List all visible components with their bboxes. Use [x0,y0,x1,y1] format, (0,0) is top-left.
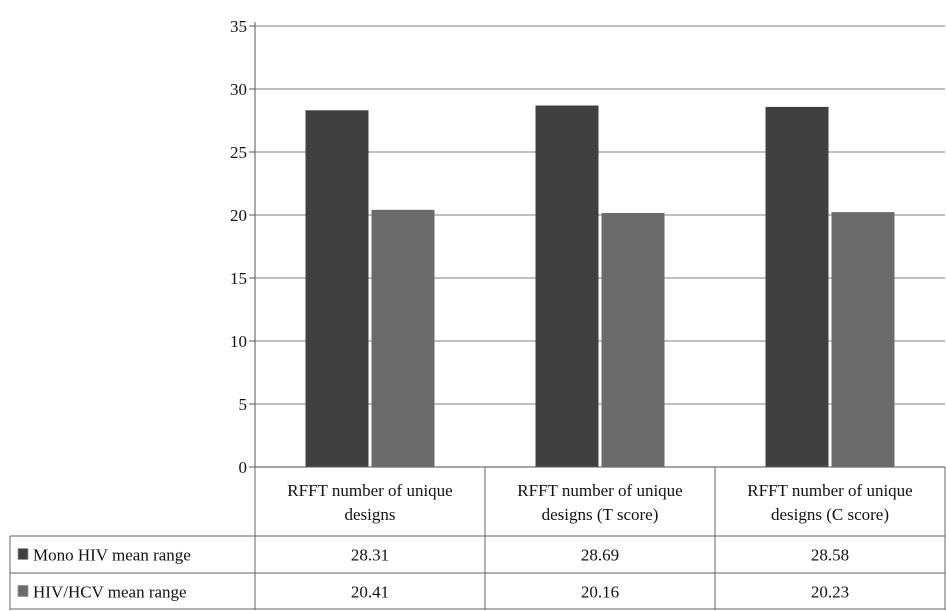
gridlines [255,25,945,468]
bar-mono-hiv-2 [535,105,599,468]
x-category-label: RFFT number of unique [287,481,452,500]
data-value-label: 28.69 [581,546,619,565]
legend-swatch-mono-hiv [17,548,29,560]
x-category-label: designs (T score) [542,505,659,524]
legend-swatch-hiv-hcv [17,585,29,597]
data-value-label: 28.58 [811,546,849,565]
bar-mono-hiv-3 [765,106,829,467]
bar-mono-hiv-1 [305,110,369,467]
x-category-label: designs (C score) [771,505,889,524]
series-name: Mono HIV mean range [33,546,191,565]
bars [305,105,895,468]
y-tick-label: 35 [230,17,247,36]
y-tick-label: 15 [230,269,247,288]
data-value-label: 20.16 [581,583,619,602]
data-table: RFFT number of unique designs RFFT number … [9,466,946,610]
y-axis-ticks: 0 5 10 15 20 25 30 35 [230,17,256,610]
y-tick-label: 30 [230,80,247,99]
bar-hiv-hcv-2 [601,212,665,467]
y-tick-label: 25 [230,143,247,162]
data-value-label: 28.31 [351,546,389,565]
bar-hiv-hcv-1 [371,209,435,468]
data-value-label: 20.41 [351,583,389,602]
data-value-label: 20.23 [811,583,849,602]
y-tick-label: 5 [239,395,248,414]
x-category-label: designs [345,505,396,524]
y-tick-label: 10 [230,332,247,351]
series-name: HIV/HCV mean range [33,583,187,602]
bar-hiv-hcv-3 [831,212,895,467]
x-category-label: RFFT number of unique [517,481,682,500]
x-category-label: RFFT number of unique [747,481,912,500]
y-tick-label: 0 [239,458,248,477]
y-tick-label: 20 [230,206,247,225]
